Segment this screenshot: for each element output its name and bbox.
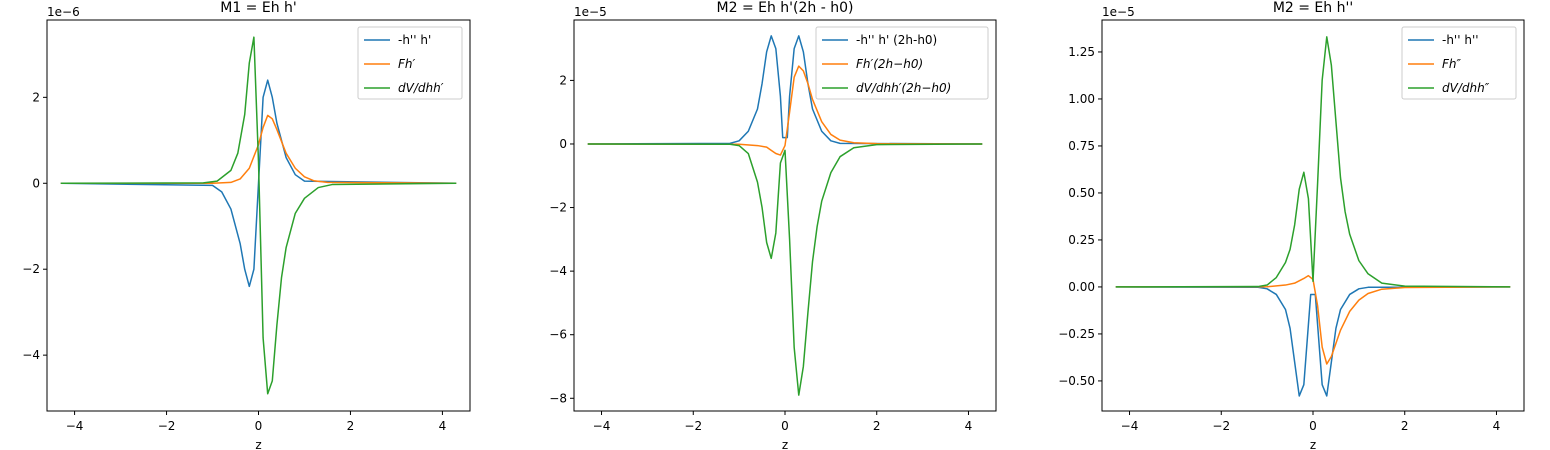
x-tick-label: −4 xyxy=(1121,419,1139,433)
legend-entry-label: dV/dhh′(2h−h0) xyxy=(856,81,951,95)
series-line-3 xyxy=(60,36,457,395)
legend-entry-label: dV/dhh′ xyxy=(398,81,444,95)
y-tick-label: −4 xyxy=(22,348,40,362)
series-line-2 xyxy=(587,65,983,156)
x-tick-label: 4 xyxy=(439,419,447,433)
y-tick-label: 1.25 xyxy=(1068,45,1095,59)
series-line-2 xyxy=(60,114,457,185)
x-axis-label: z xyxy=(255,438,261,450)
chart-panel-3: −4 −2 0 2 4 −0.50 −0.25 0.00 0.25 0.50 0.75 1.00 1.2… xyxy=(1058,0,1525,450)
chart-title: M1 = Eh h' xyxy=(220,0,297,16)
y-tick-label: 0.75 xyxy=(1068,139,1095,153)
legend: -h'' h' Fh′ dV/dhh′ xyxy=(357,26,463,100)
chart-title: M2 = Eh h'(2h - h0) xyxy=(717,0,854,16)
y-tick-label: −0.50 xyxy=(1058,374,1095,388)
plot-area xyxy=(1115,36,1511,397)
y-tick-label: −4 xyxy=(549,264,567,278)
x-tick-label: −4 xyxy=(593,419,611,433)
x-axis-label: z xyxy=(782,438,788,450)
y-tick-label: 2 xyxy=(559,73,567,87)
plot-area xyxy=(587,35,983,396)
legend-entry-label: -h'' h'' xyxy=(1442,33,1479,47)
y-tick-label: 0.25 xyxy=(1068,233,1095,247)
y-tick-label: 2 xyxy=(32,90,40,104)
x-axis-label: z xyxy=(1310,438,1316,450)
y-tick-label: 0 xyxy=(32,176,40,190)
series-line-3 xyxy=(1115,36,1511,288)
series-line-1 xyxy=(587,35,983,145)
x-tick-label: −4 xyxy=(66,419,84,433)
y-tick-label: 0.00 xyxy=(1068,280,1095,294)
y-tick-label: −0.25 xyxy=(1058,327,1095,341)
x-tick-label: 0 xyxy=(781,419,789,433)
legend-entry-label: Fh′(2h−h0) xyxy=(856,57,923,71)
legend-entry-label: Fh″ xyxy=(1442,57,1462,71)
y-tick-label: 0 xyxy=(559,137,567,151)
legend-entry-label: -h'' h' (2h-h0) xyxy=(856,33,937,47)
series-line-3 xyxy=(587,143,983,396)
x-tick-label: −2 xyxy=(158,419,176,433)
x-tick-label: 0 xyxy=(1309,419,1317,433)
legend: -h'' h'' Fh″ dV/dhh″ xyxy=(1401,26,1517,100)
chart-title: M2 = Eh h'' xyxy=(1273,0,1353,16)
axis-offset-text: 1e−5 xyxy=(1102,5,1135,19)
x-tick-label: 4 xyxy=(965,419,973,433)
x-tick-label: 2 xyxy=(347,419,355,433)
y-tick-label: −2 xyxy=(549,201,567,215)
legend-entry-label: dV/dhh″ xyxy=(1442,81,1490,95)
series-line-2 xyxy=(1115,274,1511,365)
series-line-1 xyxy=(1115,286,1511,397)
axis-offset-text: 1e−6 xyxy=(47,5,80,19)
y-tick-label: −2 xyxy=(22,262,40,276)
x-tick-label: 0 xyxy=(255,419,263,433)
x-tick-label: 2 xyxy=(873,419,881,433)
x-tick-label: 2 xyxy=(1401,419,1409,433)
legend-entry-label: -h'' h' xyxy=(398,33,431,47)
chart-panel-1: −4 −2 0 2 4 −4 −2 0 2 1e−6 M1 = Eh h' z -h'' h' Fh′ dV… xyxy=(22,0,471,450)
y-tick-label: −8 xyxy=(549,391,567,405)
legend: -h'' h' (2h-h0) Fh′(2h−h0) dV/dhh′(2h−h0) xyxy=(815,26,989,100)
legend-entry-label: Fh′ xyxy=(398,57,416,71)
legend-frame xyxy=(815,26,989,100)
y-tick-label: 0.50 xyxy=(1068,186,1095,200)
legend-frame xyxy=(357,26,463,100)
x-tick-label: 4 xyxy=(1493,419,1501,433)
chart-panel-2: −4 −2 0 2 4 −8 −6 −4 −2 0 2 1e−5 M2 = Eh h'(2h - h0)… xyxy=(549,0,997,450)
axis-offset-text: 1e−5 xyxy=(574,5,607,19)
plot-area xyxy=(60,36,457,395)
legend-frame xyxy=(1401,26,1517,100)
x-tick-label: −2 xyxy=(684,419,702,433)
y-tick-label: −6 xyxy=(549,328,567,342)
x-tick-label: −2 xyxy=(1212,419,1230,433)
y-tick-label: 1.00 xyxy=(1068,92,1095,106)
